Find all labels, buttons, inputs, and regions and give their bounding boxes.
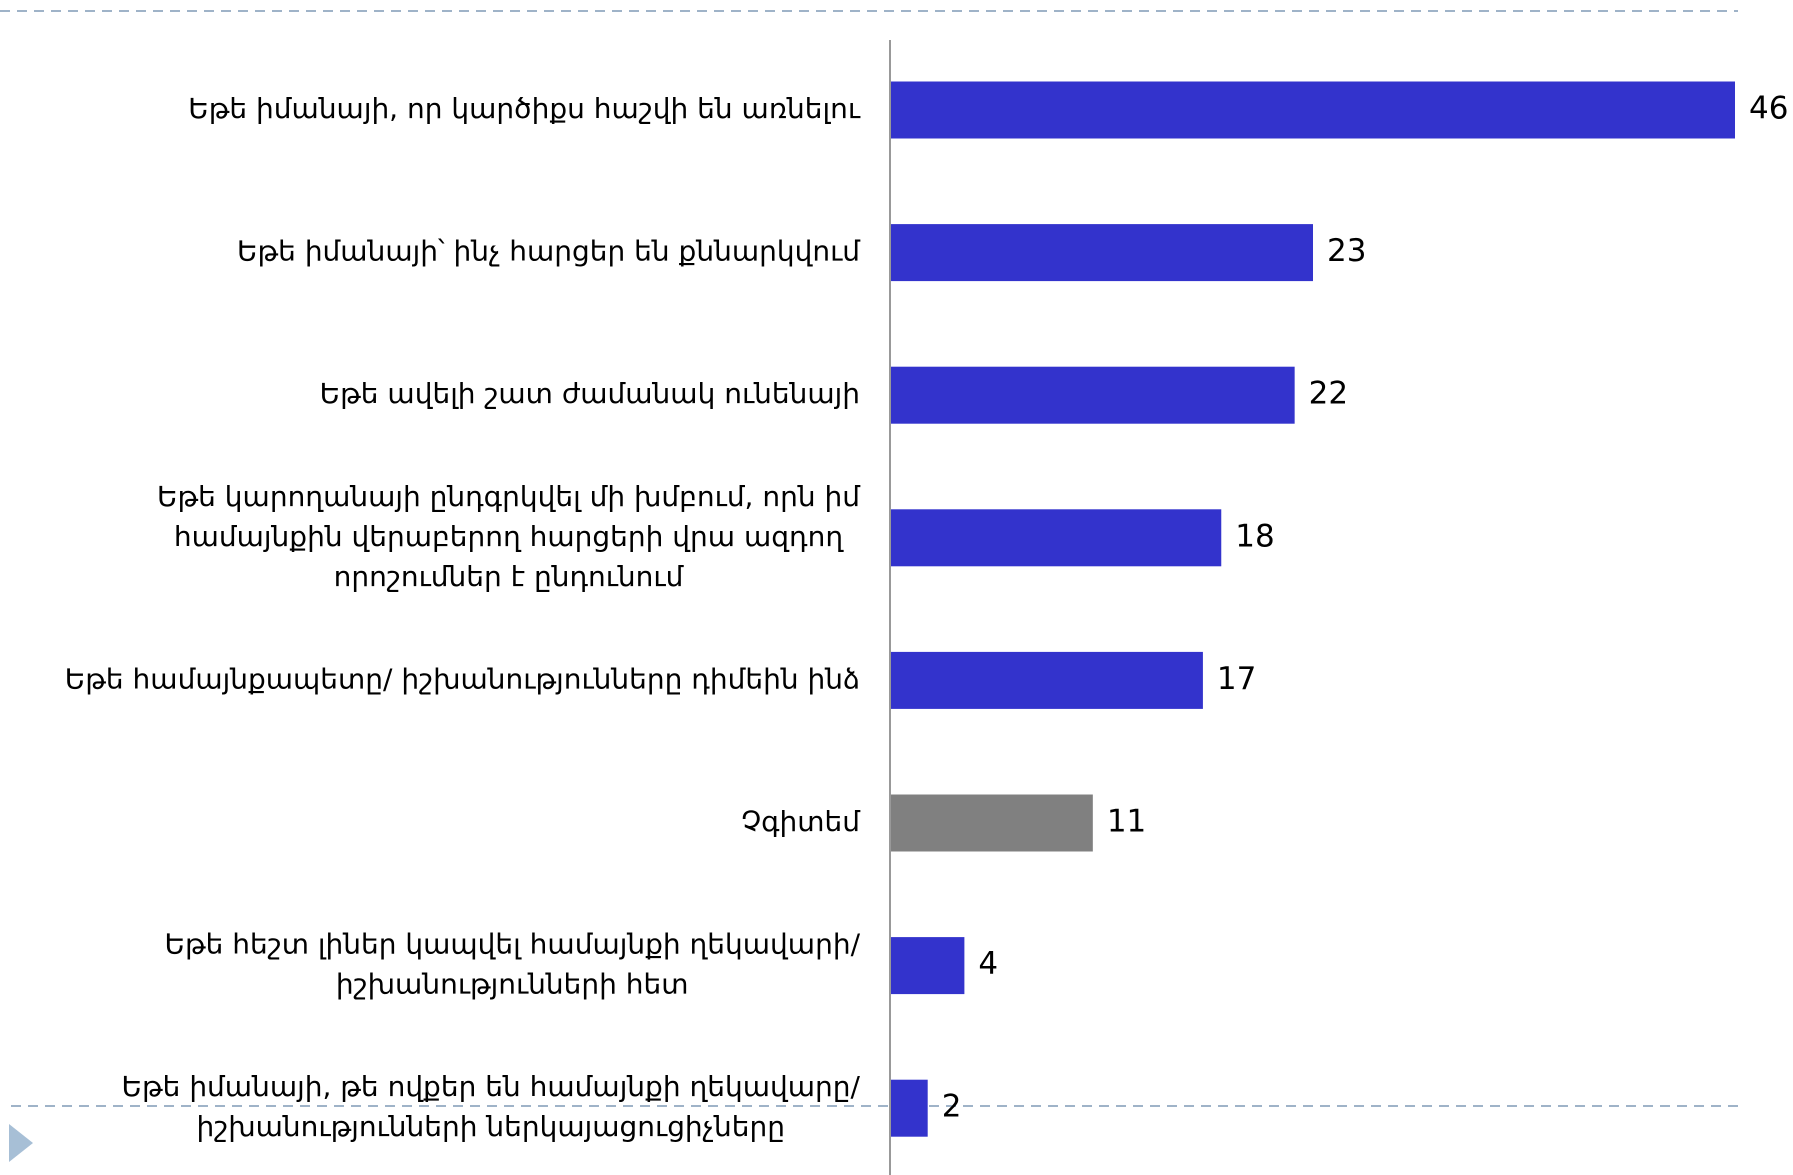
category-label: Եթե իմանայի, որ կարծիքս հաշվի են առնելու [188,92,861,125]
category-label: Եթե իմանայի՝ ինչ հարցեր են քննարկվում [237,235,861,268]
category-label: Եթե կարողանայի ընդգրկվել մի խմբում, որն … [157,480,861,593]
bar [891,651,1203,709]
category-label: Եթե հեշտ լիներ կապվել համայնքի ղեկավարի/… [164,928,860,1001]
value-label: 22 [1309,376,1348,412]
bar [891,366,1295,424]
category-label: Չգիտեմ [741,805,861,838]
bar [891,794,1093,852]
value-label: 2 [942,1089,962,1125]
bar [891,937,965,995]
bar [891,224,1313,282]
bar [891,1079,928,1137]
category-label: Եթե ավելի շատ ժամանակ ունենայի [320,377,860,410]
value-label: 11 [1107,804,1146,840]
value-label: 23 [1327,233,1366,269]
value-label: 17 [1217,661,1256,697]
category-label: Եթե համայնքապետը/ իշխանությունները դիմեի… [65,662,860,695]
value-label: 4 [978,946,998,982]
bar [891,81,1735,139]
bar [891,509,1222,567]
slide-marker [9,1124,33,1162]
value-label: 46 [1749,91,1788,127]
value-label: 18 [1235,518,1274,554]
category-label: Եթե իմանայի, թե ովքեր են համայնքի ղեկավա… [122,1070,861,1143]
